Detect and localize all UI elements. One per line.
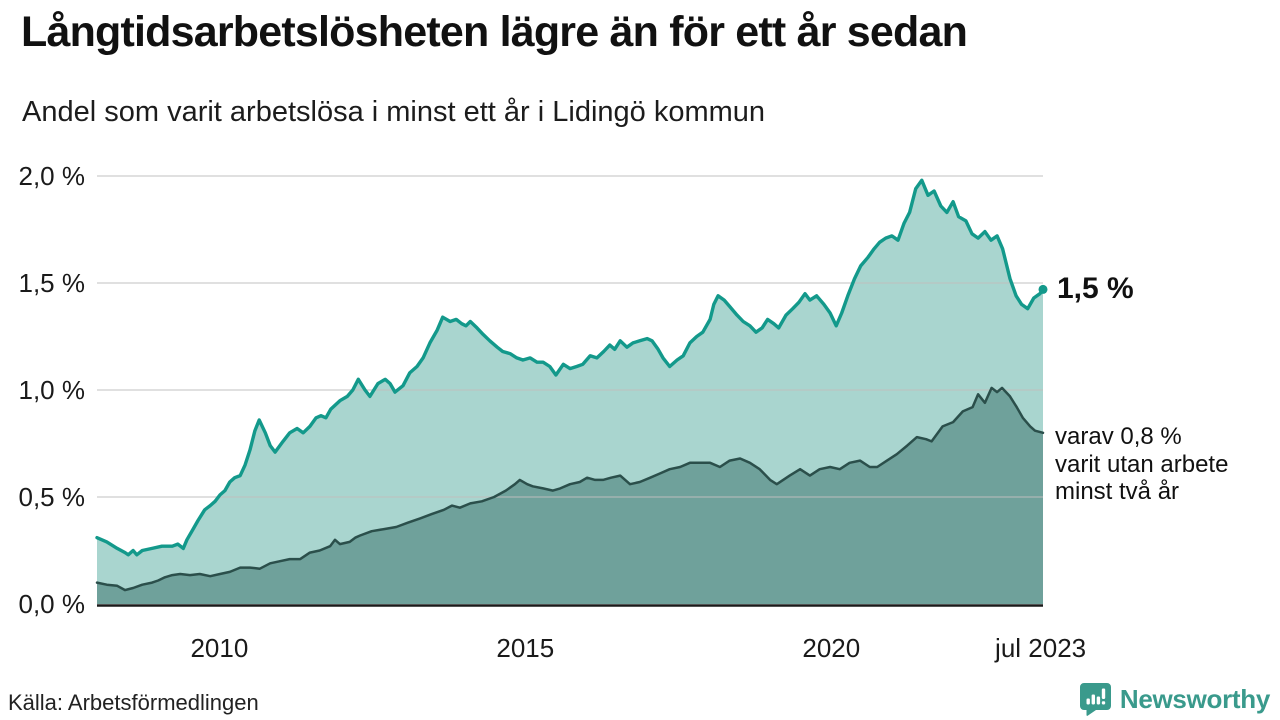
share-one-year-line (95, 178, 1045, 557)
page-title: Långtidsarbetslösheten lägre än för ett … (21, 8, 968, 56)
newsworthy-logo: Newsworthy (1079, 682, 1270, 716)
latest-value-annotation: 1,5 % (1057, 272, 1134, 305)
share-two-years-area (97, 387, 1043, 604)
y-tick-label: 0,0 % (19, 589, 86, 619)
share-two-years-line (95, 386, 1045, 592)
newsworthy-bubble-icon (1079, 682, 1112, 716)
newsworthy-wordmark: Newsworthy (1119, 683, 1270, 714)
y-tick-label: 1,5 % (19, 268, 86, 298)
x-tick-label: 2015 (496, 633, 554, 663)
chart-subtitle: Andel som varit arbetslösa i minst ett å… (22, 96, 766, 128)
secondary-series-annotation: varav 0,8 % varit utan arbete minst två … (1055, 423, 1229, 506)
y-tick-label: 2,0 % (19, 161, 86, 191)
y-tick-label: 1,0 % (19, 375, 86, 405)
y-tick-label: 0,5 % (19, 482, 86, 512)
x-tick-label: jul 2023 (994, 633, 1086, 663)
latest-value-dot (1038, 284, 1048, 294)
x-tick-label: 2020 (802, 633, 860, 663)
x-tick-label: 2010 (190, 633, 248, 663)
source-credit: Källa: Arbetsförmedlingen (8, 690, 259, 715)
